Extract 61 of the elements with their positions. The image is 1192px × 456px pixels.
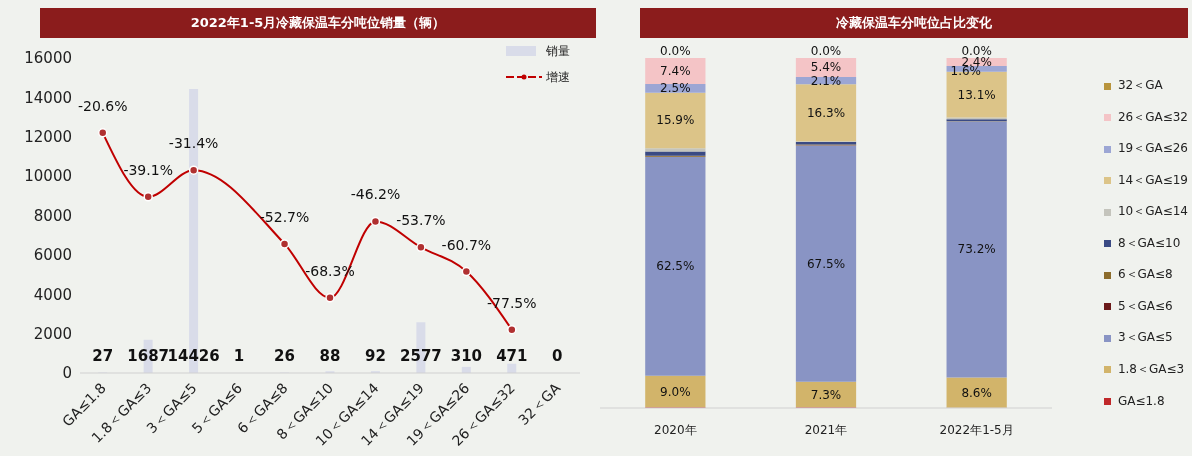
- data-label: 0.0%: [810, 44, 842, 58]
- data-label: 92: [365, 347, 386, 365]
- data-label: 16.3%: [806, 105, 846, 120]
- data-label: 0.0%: [660, 44, 691, 58]
- data-label: 2.5%: [660, 81, 691, 96]
- y-tick-label: 12000: [24, 128, 72, 147]
- chart-title: 冷藏保温车分吨位占比变化: [640, 8, 1188, 38]
- data-label: 15.9%: [656, 113, 695, 128]
- chart-title: 2022年1-5月冷藏保温车分吨位销量（辆）: [40, 8, 596, 38]
- data-label: -20.6%: [77, 97, 128, 114]
- data-label: 2.1%: [810, 73, 842, 88]
- data-label: 0: [552, 347, 563, 365]
- legend-label: 19＜GA≤26: [1117, 140, 1188, 158]
- data-label: 13.1%: [957, 87, 996, 102]
- data-label: 62.5%: [656, 259, 695, 274]
- data-label: 67.5%: [806, 256, 846, 271]
- legend-label: 5＜GA≤6: [1117, 297, 1173, 315]
- y-tick-label: 8000: [33, 206, 72, 225]
- y-tick-label: 6000: [33, 246, 72, 265]
- y-tick-label: 4000: [33, 285, 72, 304]
- y-tick-label: 14000: [24, 88, 72, 107]
- data-label: 1687: [127, 347, 170, 365]
- data-label: -46.2%: [350, 186, 401, 203]
- data-label: 73.2%: [957, 242, 996, 257]
- legend-label: 销量: [546, 42, 570, 60]
- x-tick-label: 2022年1-5月: [939, 423, 1014, 437]
- x-tick-label: 2021年: [804, 423, 848, 437]
- data-label: 7.3%: [810, 387, 842, 402]
- legend-label: 32＜GA: [1117, 77, 1163, 95]
- data-label: -60.7%: [441, 236, 492, 253]
- data-label: 27: [92, 347, 114, 365]
- y-tick-label: 2000: [33, 324, 72, 343]
- data-label: -39.1%: [123, 161, 173, 178]
- legend-label: 1.8＜GA≤3: [1117, 360, 1185, 378]
- data-label: 2577: [400, 347, 442, 365]
- legend-label: 14＜GA≤19: [1117, 171, 1188, 189]
- legend-label: 增速: [546, 68, 570, 86]
- data-label: 88: [319, 347, 341, 365]
- y-tick-label: 16000: [24, 49, 72, 68]
- data-label: 26: [274, 347, 295, 365]
- data-label: 0.0%: [961, 44, 992, 58]
- legend-label: 8＜GA≤10: [1117, 234, 1181, 252]
- legend-label: 6＜GA≤8: [1117, 266, 1173, 284]
- data-label: 14426: [167, 347, 220, 365]
- legend-label: 10＜GA≤14: [1117, 203, 1188, 221]
- data-label: -31.4%: [168, 135, 219, 152]
- data-label: 9.0%: [660, 384, 691, 399]
- x-tick-label: 2020年: [654, 423, 697, 437]
- y-tick-label: 10000: [24, 167, 72, 186]
- legend-label: 3＜GA≤5: [1117, 329, 1173, 347]
- data-label: 310: [450, 347, 483, 365]
- y-tick-label: 0: [62, 364, 72, 383]
- data-label: 5.4%: [810, 60, 842, 75]
- data-label: 7.4%: [660, 63, 691, 78]
- x-tick-label: 32＜GA: [515, 379, 564, 429]
- data-label: -53.7%: [396, 212, 446, 229]
- data-label: -52.7%: [259, 208, 310, 225]
- data-label: 8.6%: [961, 385, 992, 400]
- data-label: 1: [233, 347, 245, 365]
- legend-label: 26＜GA≤32: [1117, 108, 1188, 126]
- data-label: 471: [496, 347, 528, 365]
